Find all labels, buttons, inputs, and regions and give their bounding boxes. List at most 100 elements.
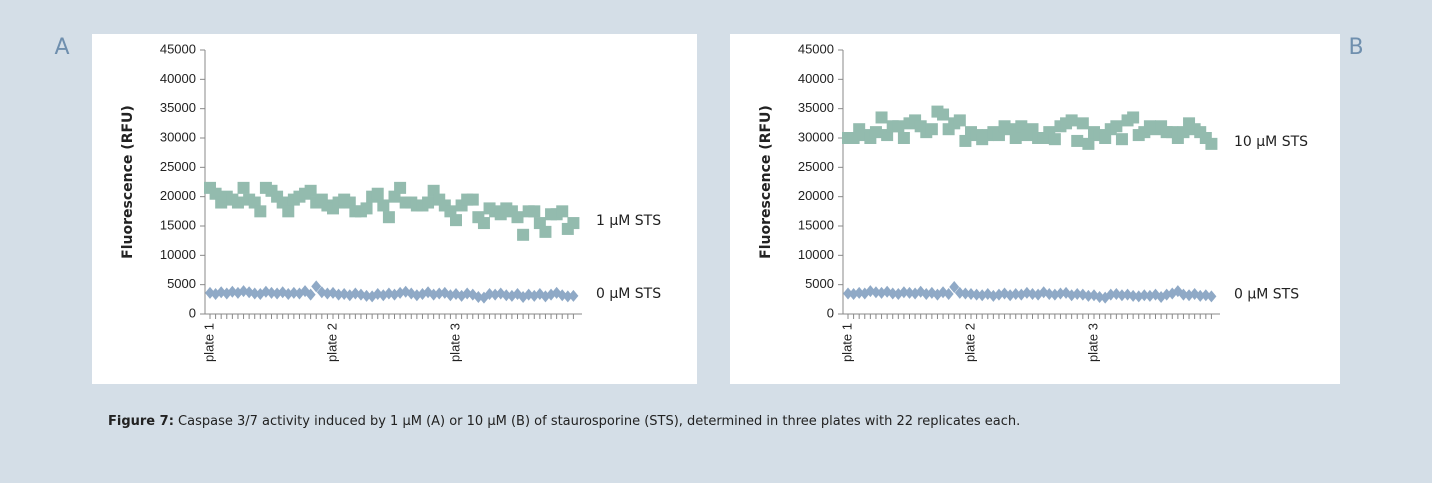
point [892, 120, 905, 133]
point [394, 181, 407, 194]
point [1010, 288, 1021, 301]
point [539, 225, 552, 238]
point [1044, 288, 1055, 301]
point [371, 187, 384, 200]
y-tick-label: 0 [189, 305, 196, 320]
point [249, 287, 260, 300]
y-tick-label: 45000 [160, 41, 196, 56]
point [477, 217, 490, 230]
y-tick-label: 15000 [160, 217, 196, 232]
point [528, 205, 541, 218]
point [869, 126, 882, 139]
point [377, 199, 390, 212]
y-tick-label: 40000 [798, 71, 834, 86]
point [1105, 288, 1116, 301]
point [562, 290, 573, 303]
point [231, 196, 244, 209]
point [1027, 288, 1038, 301]
point [473, 290, 484, 303]
y-axis-title: Fluorescence (RFU) [758, 105, 774, 259]
point [466, 193, 479, 206]
point [484, 288, 495, 301]
series-label: 0 µM STS [596, 286, 661, 302]
y-axis-title: Fluorescence (RFU) [120, 105, 136, 259]
point [288, 286, 299, 299]
point [567, 217, 580, 230]
point [1116, 289, 1127, 302]
point [898, 286, 909, 299]
point [971, 288, 982, 301]
point [1205, 137, 1218, 150]
point [1139, 289, 1150, 302]
point [1082, 137, 1095, 150]
point [1071, 134, 1084, 147]
x-tick-label: plate 1 [839, 323, 854, 362]
point [854, 286, 865, 299]
point [511, 211, 524, 224]
point [904, 286, 915, 299]
point [450, 214, 462, 227]
point [1009, 132, 1022, 144]
y-tick-label: 10000 [160, 247, 196, 262]
panel-a-bg [92, 34, 697, 384]
point [1127, 111, 1140, 124]
y-tick-label: 30000 [160, 129, 196, 144]
series-label: 1 µM STS [596, 213, 661, 229]
x-tick-label: plate 3 [1085, 323, 1100, 362]
point [953, 114, 966, 127]
series-label: 0 µM STS [1234, 286, 1299, 302]
point [1072, 288, 1083, 301]
caption-text: Caspase 3/7 activity induced by 1 µM (A)… [178, 414, 1020, 429]
point [237, 181, 250, 194]
point [887, 287, 898, 300]
point [501, 289, 512, 302]
x-tick-label: plate 3 [447, 323, 462, 362]
point [506, 289, 517, 302]
point [870, 286, 881, 299]
y-tick-label: 10000 [798, 247, 834, 262]
point [843, 287, 853, 300]
point [434, 287, 445, 300]
point [254, 205, 267, 218]
point [305, 288, 316, 301]
y-tick-label: 30000 [798, 129, 834, 144]
y-tick-label: 40000 [160, 71, 196, 86]
y-tick-label: 15000 [798, 217, 834, 232]
point [1206, 290, 1217, 303]
point [422, 196, 435, 209]
point [361, 289, 372, 302]
point [949, 281, 960, 294]
point [360, 202, 373, 215]
point [1178, 288, 1189, 301]
caption: Figure 7: Caspase 3/7 activity induced b… [108, 414, 1020, 429]
point [937, 108, 950, 121]
series-label: 10 µM STS [1234, 134, 1308, 150]
point [556, 205, 569, 218]
point [1110, 120, 1123, 133]
panel-label: A [54, 35, 69, 60]
point [1055, 287, 1066, 300]
point [1016, 288, 1027, 301]
y-tick-label: 45000 [798, 41, 834, 56]
point [311, 280, 322, 293]
y-tick-label: 20000 [798, 188, 834, 203]
point [517, 228, 530, 241]
point [1094, 290, 1105, 303]
point [382, 211, 395, 224]
y-tick-label: 0 [827, 305, 834, 320]
point [322, 287, 333, 300]
point [966, 288, 976, 301]
y-tick-label: 35000 [798, 100, 834, 115]
y-tick-label: 5000 [167, 276, 196, 291]
point [897, 132, 910, 144]
panel-label: B [1348, 35, 1363, 60]
point [304, 184, 317, 197]
point [1065, 114, 1078, 127]
point [1195, 289, 1206, 302]
point [1048, 133, 1061, 146]
point [333, 288, 344, 301]
point [925, 123, 938, 136]
point [282, 205, 295, 218]
